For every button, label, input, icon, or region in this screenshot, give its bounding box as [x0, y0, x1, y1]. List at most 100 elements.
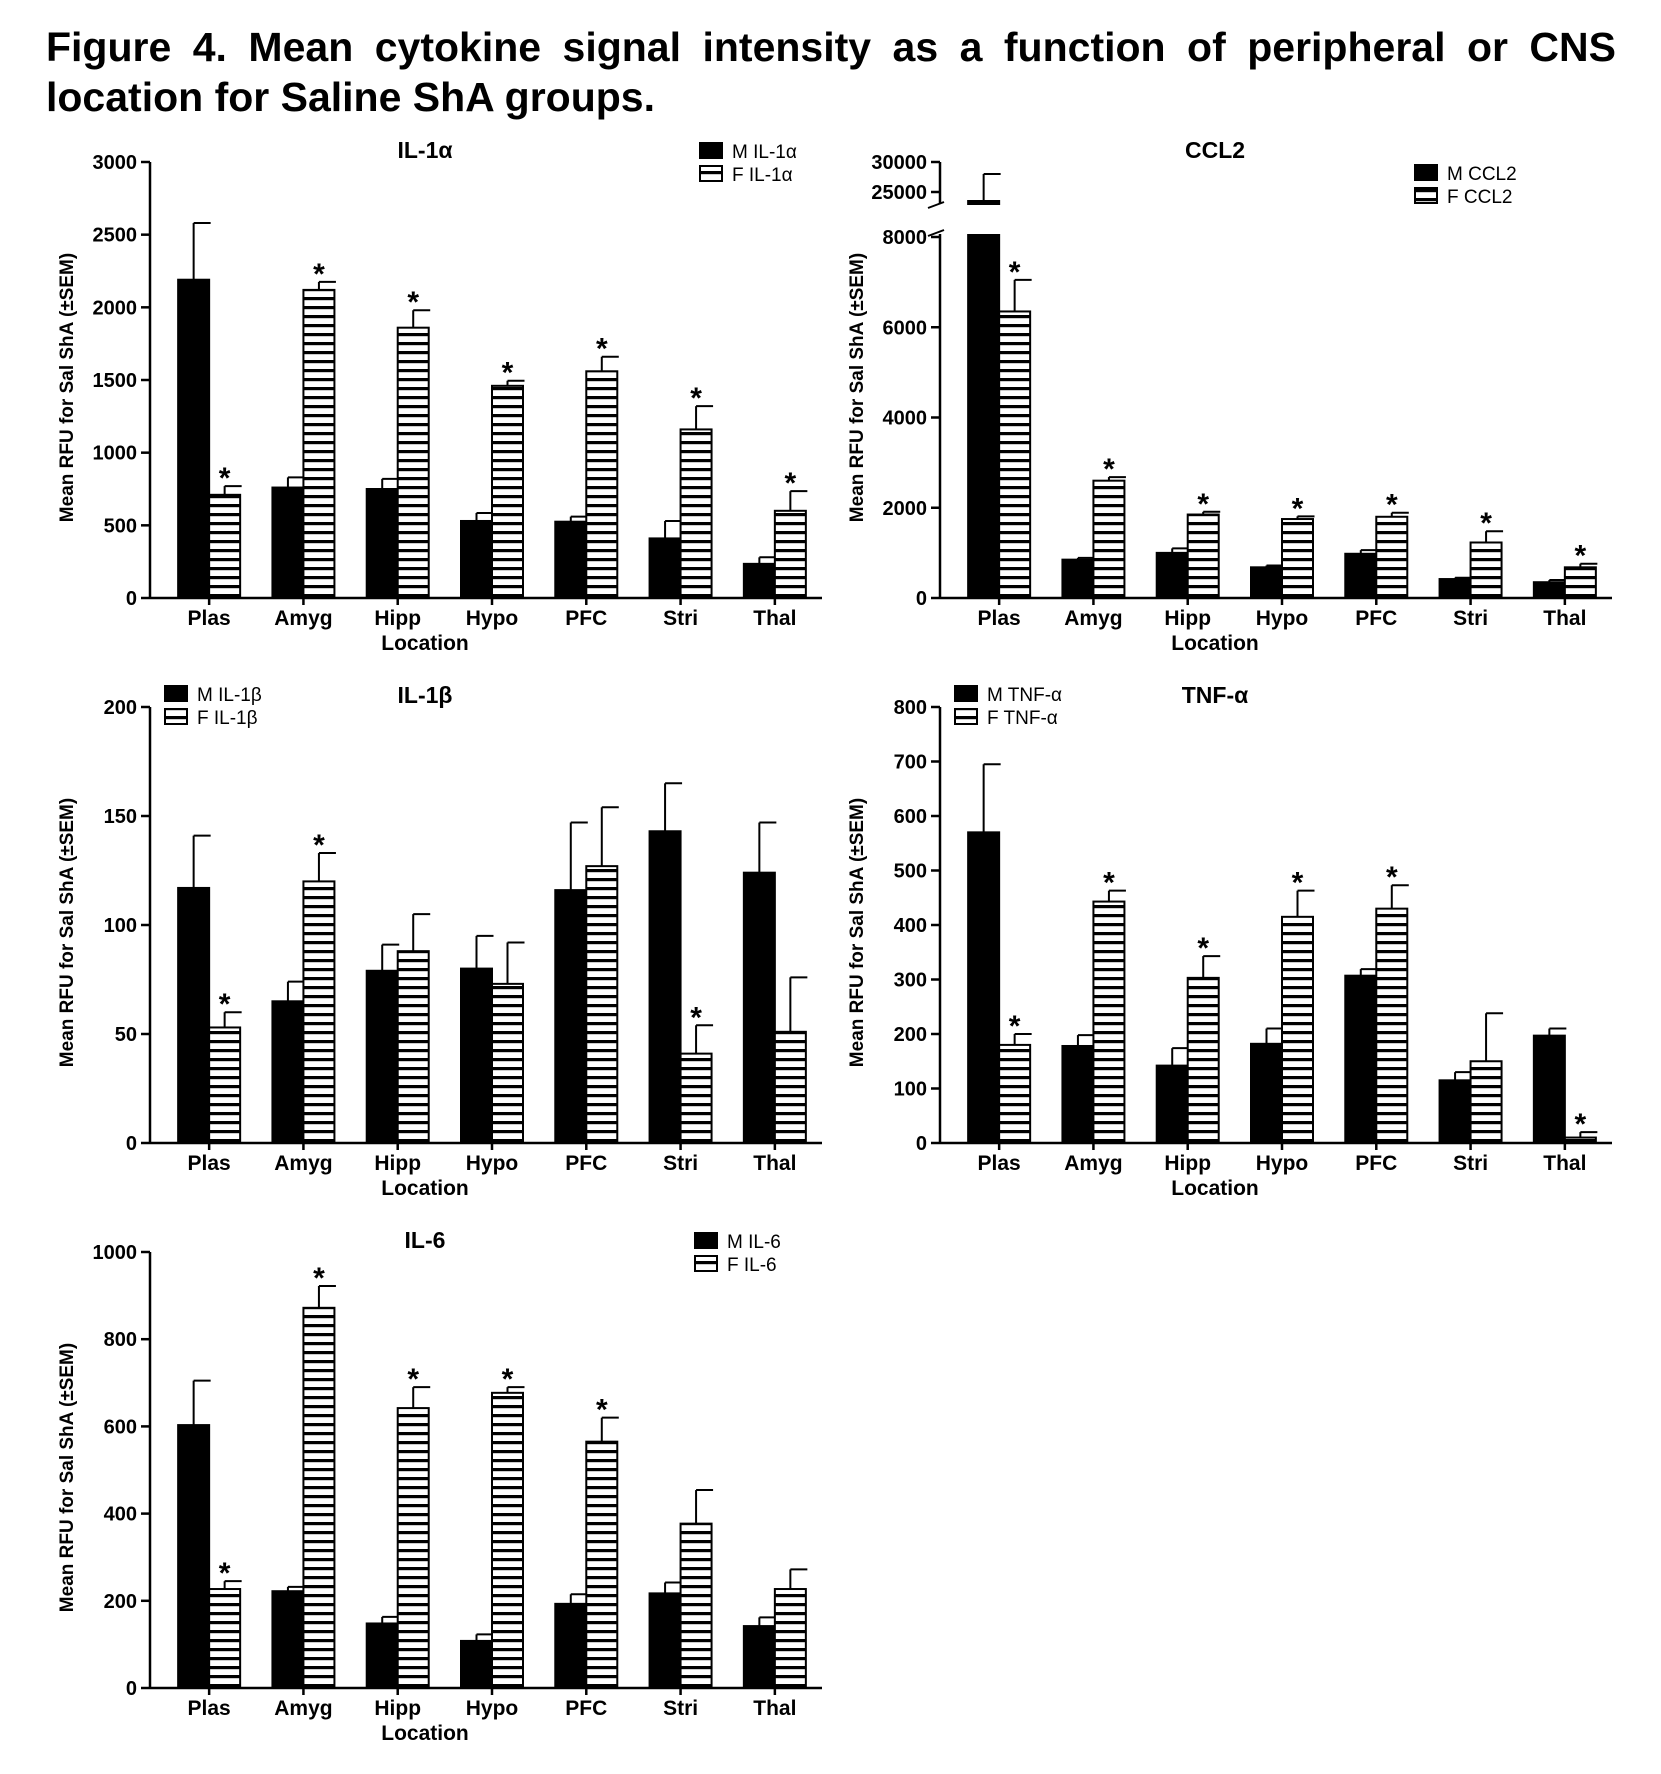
- y-tick-label: 0: [126, 588, 137, 610]
- x-tick-label: Amyg: [1064, 1152, 1122, 1175]
- chart-tnf-alpha: TNF-α 0 100 200 300 400 500 600 700 800 Mean RFU f…: [847, 682, 1612, 1200]
- x-axis-label: Location: [1171, 632, 1259, 655]
- y-tick-label: 100: [104, 915, 137, 937]
- y-axis-label: Mean RFU for Sal ShA (±SEM): [57, 798, 78, 1067]
- bar: [177, 886, 211, 1144]
- legend-label: F IL-1β: [197, 708, 258, 729]
- bar: [491, 982, 524, 1144]
- significance-star: *: [1386, 861, 1398, 894]
- bar: [271, 1000, 305, 1144]
- plot-area: IL-6 0 200 400 600 800 1000 Mean RFU for Sal Sh…: [57, 1227, 822, 1745]
- bar: [1438, 1079, 1472, 1145]
- y-tick-label: 800: [104, 1329, 137, 1351]
- x-tick-label: Hipp: [374, 607, 421, 630]
- x-tick-label: Amyg: [1064, 607, 1122, 630]
- figure-title-line-2: location for Saline ShA groups.: [46, 74, 655, 120]
- bar: [1186, 976, 1220, 1144]
- significance-star: *: [313, 1262, 325, 1295]
- bar: [679, 1522, 713, 1689]
- y-tick-label: 3000: [93, 152, 138, 174]
- bar: [460, 519, 493, 599]
- x-tick-label: Stri: [663, 607, 698, 630]
- bar: [1061, 558, 1095, 599]
- x-tick-label: Hipp: [374, 1152, 421, 1175]
- bar: [585, 865, 619, 1144]
- x-tick-label: Stri: [1453, 1152, 1488, 1175]
- bar: [998, 310, 1032, 600]
- x-tick-label: Thal: [1543, 1152, 1586, 1175]
- y-tick-label: 0: [916, 588, 927, 610]
- bar: [302, 288, 336, 599]
- bar: [491, 1391, 524, 1689]
- x-tick-label: PFC: [565, 607, 607, 630]
- y-tick-label: 0: [126, 1678, 137, 1700]
- bar: [1469, 541, 1503, 599]
- bar: [554, 889, 588, 1144]
- significance-star: *: [313, 258, 325, 291]
- bar: [208, 1588, 242, 1690]
- bar: [208, 1026, 242, 1144]
- y-tick-label: 2000: [883, 498, 928, 520]
- chart-title: TNF-α: [1182, 682, 1249, 708]
- significance-star: *: [1197, 932, 1209, 965]
- significance-star: *: [1386, 489, 1398, 522]
- bar: [1344, 552, 1378, 599]
- x-tick-label: Plas: [188, 1152, 231, 1175]
- legend-label: M IL-1β: [197, 685, 262, 706]
- y-tick-label: 2500: [93, 225, 138, 247]
- x-tick-label: Thal: [1543, 607, 1586, 630]
- bar: [1061, 1044, 1095, 1144]
- significance-star: *: [502, 357, 514, 390]
- bar: [177, 1424, 211, 1689]
- significance-star: *: [1009, 256, 1021, 289]
- bar: [679, 1052, 713, 1144]
- bar: [1250, 1042, 1283, 1144]
- legend-label: M TNF-α: [987, 685, 1062, 706]
- x-tick-label: Thal: [753, 1152, 796, 1175]
- x-tick-label: Thal: [753, 607, 796, 630]
- y-tick-label: 100: [894, 1079, 927, 1101]
- legend: M IL-6F IL-6: [694, 1232, 781, 1276]
- bar: [773, 1030, 807, 1145]
- bar: [177, 278, 211, 599]
- bar: [302, 1306, 336, 1689]
- bar: [648, 830, 682, 1144]
- x-tick-label: Stri: [663, 1152, 698, 1175]
- y-tick-label: 1000: [93, 443, 138, 465]
- significance-star: *: [1292, 867, 1304, 900]
- legend-swatch: [694, 1232, 718, 1249]
- plot-area: IL-1α 0 500 1000 1500 2000 2500 3000 Mean RFU fo…: [57, 137, 822, 655]
- bar: [585, 1440, 619, 1689]
- bar: [302, 880, 336, 1144]
- bar: [271, 1590, 305, 1690]
- y-tick-label: 1000: [93, 1242, 138, 1264]
- bar: [679, 428, 713, 599]
- bar: [1155, 1064, 1189, 1144]
- significance-star: *: [407, 1363, 419, 1396]
- y-axis-label: Mean RFU for Sal ShA (±SEM): [57, 253, 78, 522]
- legend-swatch: [164, 708, 188, 725]
- bar: [365, 969, 399, 1144]
- y-tick-label: 200: [104, 697, 137, 719]
- significance-star: *: [596, 1394, 608, 1427]
- significance-star: *: [407, 286, 419, 319]
- legend-swatch: [1414, 187, 1438, 204]
- bar: [460, 967, 493, 1144]
- bar: [460, 1639, 493, 1689]
- significance-star: *: [1575, 1108, 1587, 1141]
- bar: [742, 1625, 776, 1690]
- significance-star: *: [596, 333, 608, 366]
- bar: [742, 871, 776, 1144]
- x-tick-label: Plas: [188, 607, 231, 630]
- figure-title: Figure 4. Mean cytokine signal intensity…: [46, 22, 1616, 122]
- x-tick-label: PFC: [565, 1697, 607, 1720]
- y-tick-label: 8000: [883, 227, 928, 249]
- significance-star: *: [690, 382, 702, 415]
- significance-star: *: [1103, 453, 1115, 486]
- y-tick-label: 500: [104, 515, 137, 537]
- legend-swatch: [694, 1255, 718, 1272]
- x-axis-label: Location: [381, 632, 469, 655]
- x-tick-label: Hipp: [1164, 607, 1211, 630]
- bar: [1563, 566, 1597, 600]
